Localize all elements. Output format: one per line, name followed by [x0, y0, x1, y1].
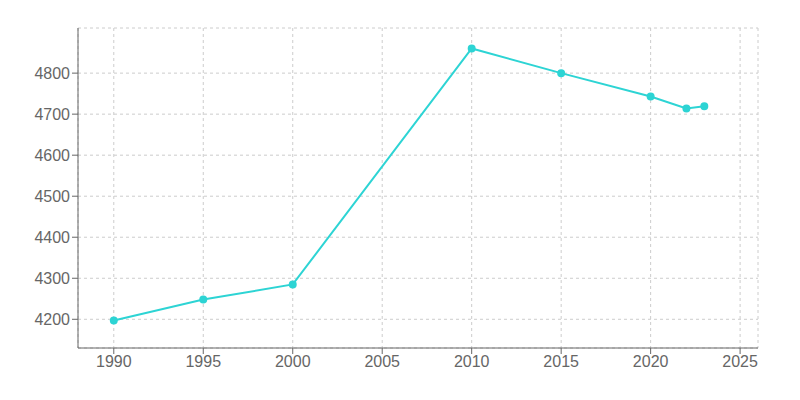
svg-text:2015: 2015: [543, 353, 579, 370]
svg-text:2025: 2025: [722, 353, 758, 370]
svg-text:2005: 2005: [364, 353, 400, 370]
svg-text:4600: 4600: [34, 147, 70, 164]
svg-text:2010: 2010: [454, 353, 490, 370]
svg-text:2020: 2020: [633, 353, 669, 370]
svg-text:4800: 4800: [34, 65, 70, 82]
svg-text:1995: 1995: [185, 353, 221, 370]
svg-text:2000: 2000: [275, 353, 311, 370]
svg-text:4200: 4200: [34, 311, 70, 328]
svg-text:4700: 4700: [34, 106, 70, 123]
svg-text:4400: 4400: [34, 229, 70, 246]
svg-text:4300: 4300: [34, 270, 70, 287]
svg-text:1990: 1990: [96, 353, 132, 370]
svg-text:4500: 4500: [34, 188, 70, 205]
